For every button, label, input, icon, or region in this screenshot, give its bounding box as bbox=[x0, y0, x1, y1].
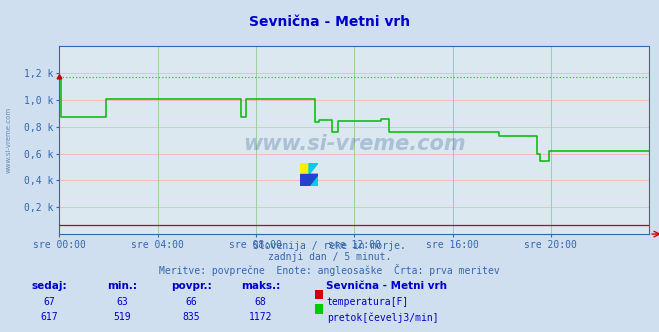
Text: 66: 66 bbox=[185, 297, 197, 307]
Text: 63: 63 bbox=[116, 297, 128, 307]
Text: 68: 68 bbox=[254, 297, 266, 307]
Bar bbox=[300, 163, 309, 174]
Text: povpr.:: povpr.: bbox=[171, 281, 212, 290]
Text: 835: 835 bbox=[183, 312, 200, 322]
Text: Sevnična - Metni vrh: Sevnična - Metni vrh bbox=[326, 281, 447, 290]
Text: sedaj:: sedaj: bbox=[32, 281, 67, 290]
Polygon shape bbox=[309, 174, 318, 186]
Polygon shape bbox=[309, 174, 318, 186]
Text: 1172: 1172 bbox=[248, 312, 272, 322]
Text: www.si-vreme.com: www.si-vreme.com bbox=[5, 106, 12, 173]
Text: www.si-vreme.com: www.si-vreme.com bbox=[243, 134, 465, 154]
Text: zadnji dan / 5 minut.: zadnji dan / 5 minut. bbox=[268, 252, 391, 262]
Text: maks.:: maks.: bbox=[241, 281, 280, 290]
Text: 617: 617 bbox=[41, 312, 58, 322]
Text: 519: 519 bbox=[113, 312, 130, 322]
Text: temperatura[F]: temperatura[F] bbox=[327, 297, 409, 307]
Text: Sevnična - Metni vrh: Sevnična - Metni vrh bbox=[249, 15, 410, 29]
Polygon shape bbox=[300, 174, 309, 186]
Polygon shape bbox=[309, 163, 318, 174]
Text: Slovenija / reke in morje.: Slovenija / reke in morje. bbox=[253, 241, 406, 251]
Text: Meritve: povprečne  Enote: angleosaške  Črta: prva meritev: Meritve: povprečne Enote: angleosaške Čr… bbox=[159, 264, 500, 276]
Text: pretok[čevelj3/min]: pretok[čevelj3/min] bbox=[327, 312, 438, 323]
Text: min.:: min.: bbox=[107, 281, 137, 290]
Text: 67: 67 bbox=[43, 297, 55, 307]
